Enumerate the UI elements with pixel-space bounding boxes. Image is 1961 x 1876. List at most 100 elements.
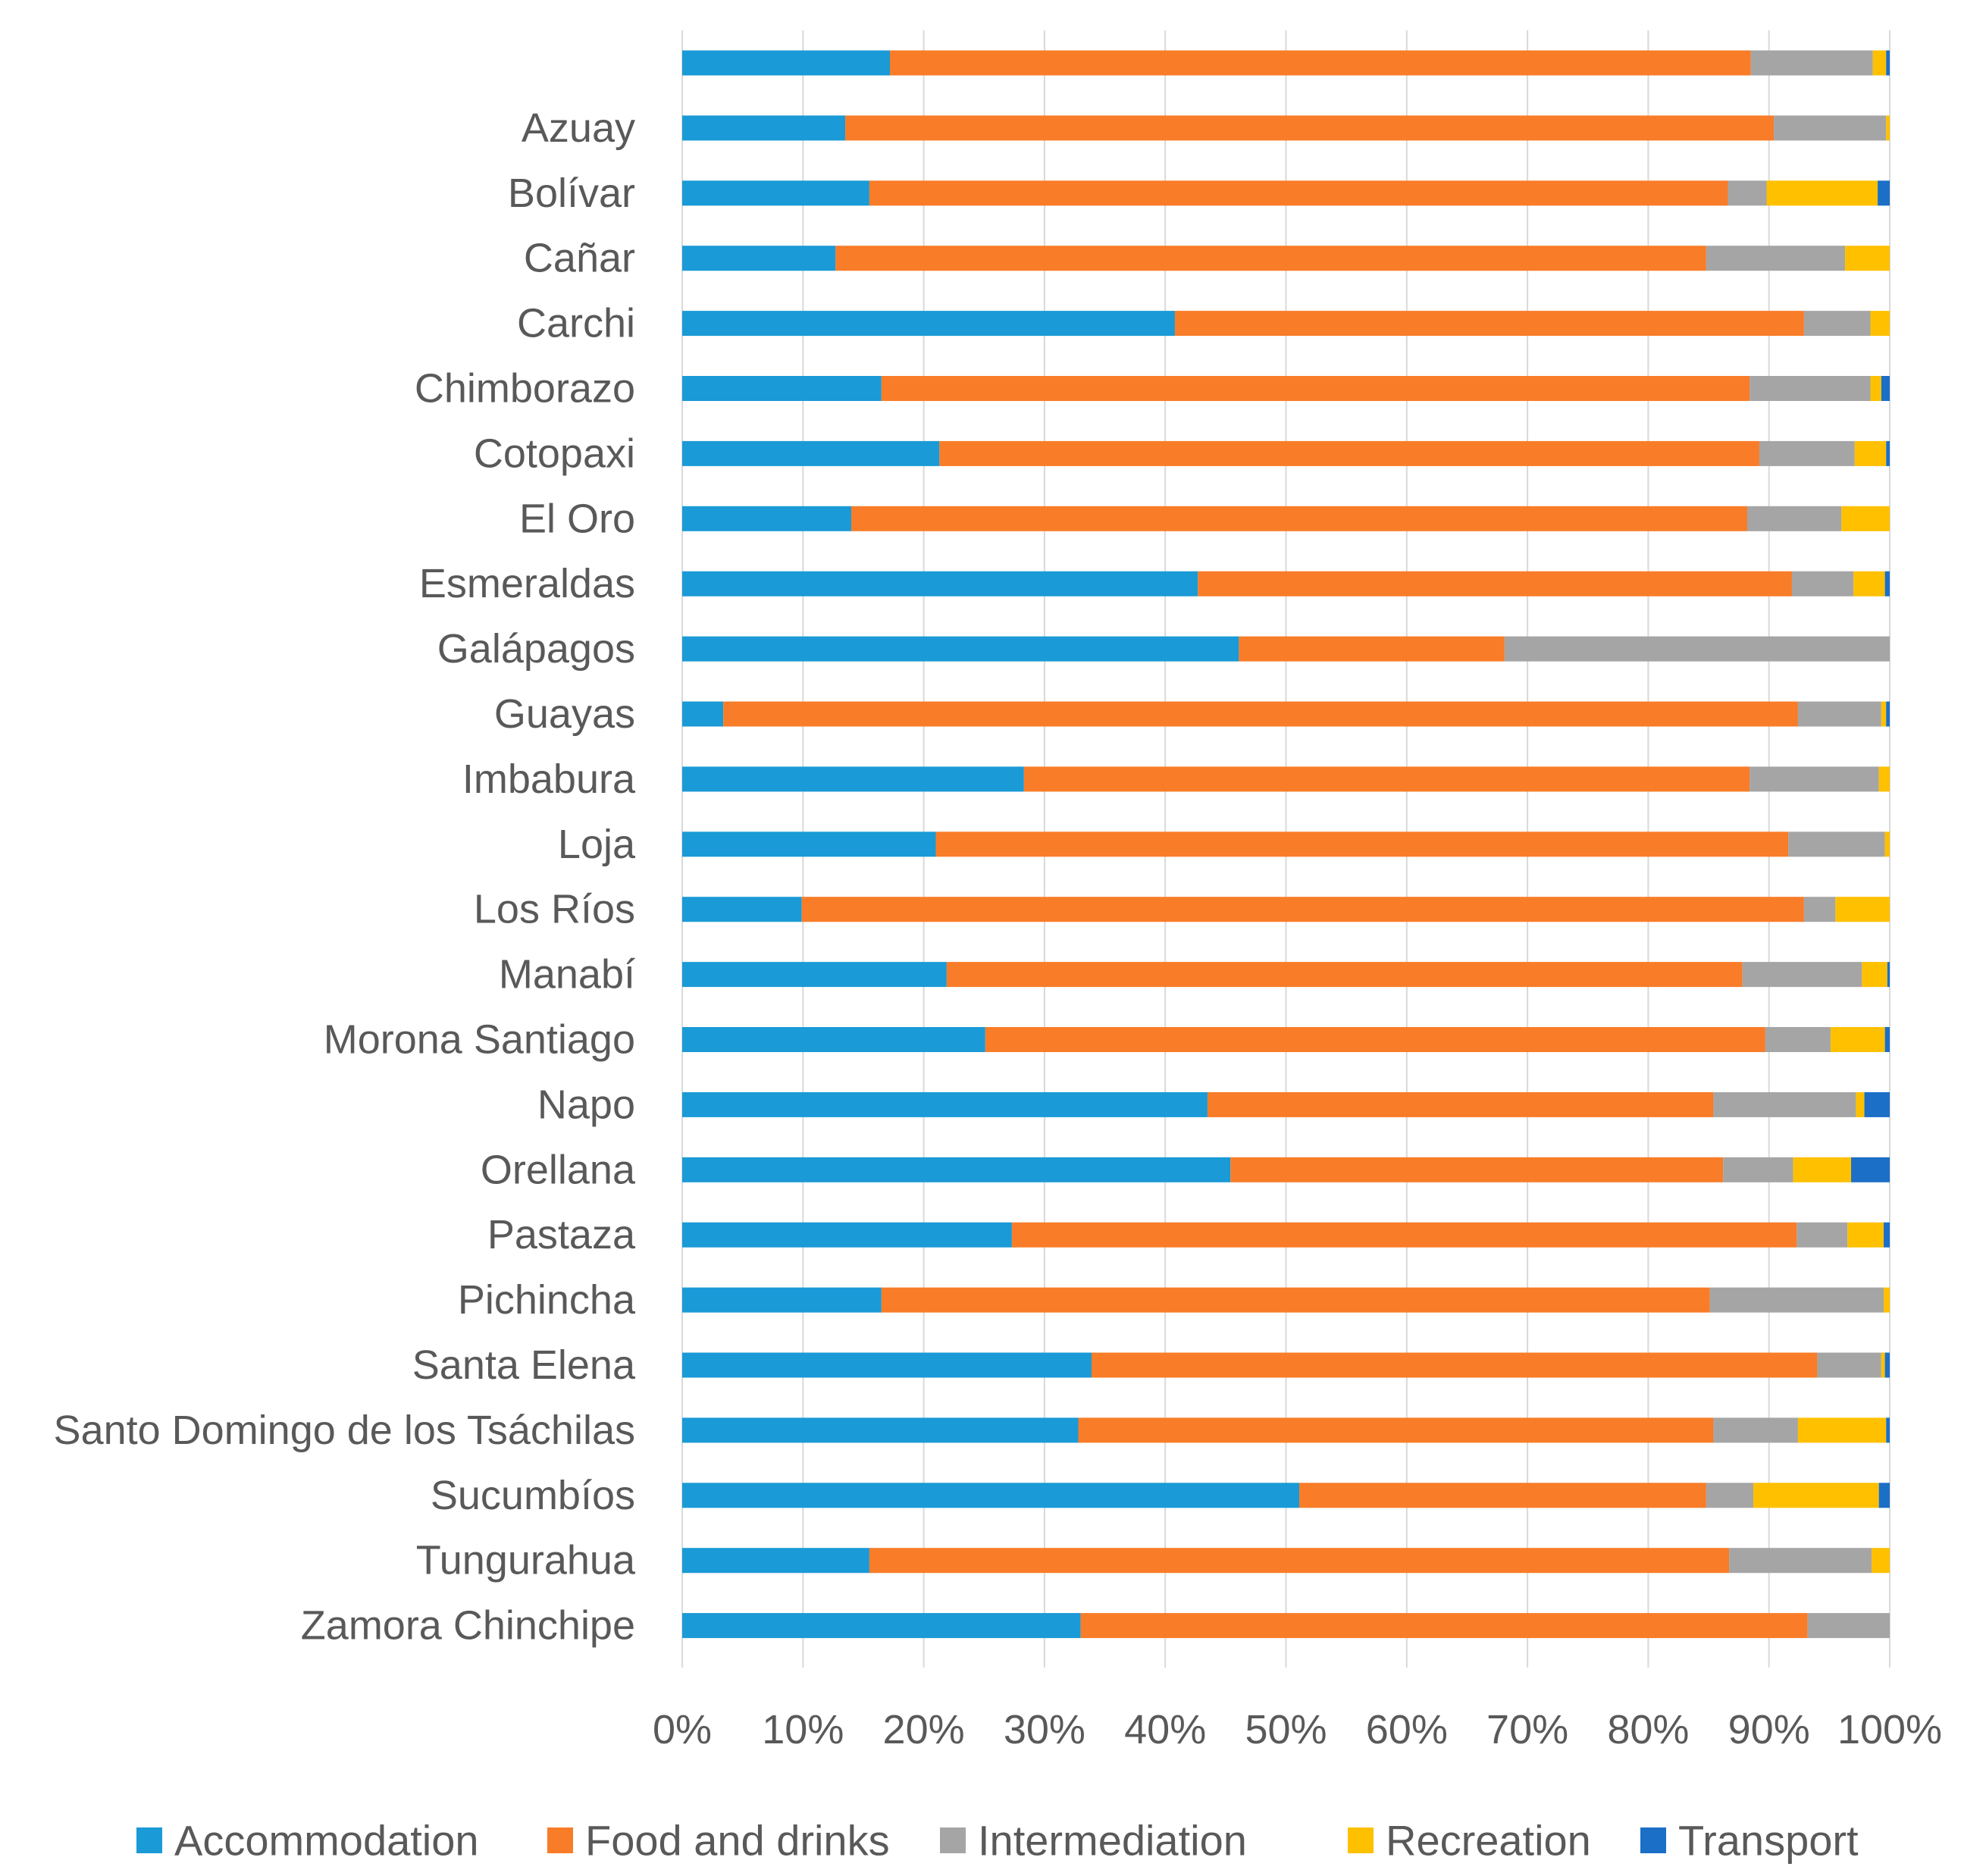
bar-azuay-intermediation [1774,115,1887,141]
bar-guayas-recreation [1881,701,1887,727]
bar-blank-accommodation [682,50,890,76]
bar-orellana-transport [1851,1157,1890,1182]
bar-guayas-food-and-drinks [723,701,1798,727]
bar-manabi-intermediation [1742,962,1862,988]
bar-el-oro-recreation [1841,506,1890,531]
bar-manabi-food-and-drinks [946,962,1743,988]
bar-pastaza-accommodation [682,1222,1012,1248]
category-label-pichincha: Pichincha [458,1277,636,1323]
bar-pastaza-transport [1884,1222,1890,1248]
category-label-pastaza: Pastaza [487,1212,636,1257]
bar-sucumbios-intermediation [1706,1483,1753,1508]
bar-orellana-recreation [1793,1157,1852,1182]
legend-swatch-accommodation [136,1827,162,1853]
bar-esmeraldas-recreation [1853,571,1885,597]
bar-bolivar-food-and-drinks [869,180,1728,206]
bar-el-oro-food-and-drinks [851,506,1748,531]
bar-loja-recreation [1884,832,1890,857]
bar-sucumbios-accommodation [682,1483,1300,1508]
bar-pastaza-food-and-drinks [1011,1222,1797,1248]
bar-esmeraldas-accommodation [682,571,1198,597]
bar-canar-food-and-drinks [835,246,1706,271]
bar-imbabura-recreation [1878,766,1890,792]
bar-santa-elena-food-and-drinks [1092,1352,1818,1378]
category-label-guayas: Guayas [494,691,635,737]
bar-chimborazo-recreation [1870,376,1881,401]
bar-el-oro-accommodation [682,506,852,531]
bar-morona-santiago-recreation [1830,1027,1885,1052]
bar-santo-domingo-de-los-tsachilas-accommodation [682,1417,1079,1443]
bar-napo-transport [1864,1091,1890,1117]
bar-pastaza-recreation [1847,1222,1884,1248]
bar-zamora-chinchipe-food-and-drinks [1080,1613,1808,1639]
x-tick-label-2: 20% [883,1707,965,1752]
bar-morona-santiago-intermediation [1765,1027,1831,1052]
x-tick-label-10: 100% [1837,1707,1942,1752]
bar-blank-intermediation [1750,50,1873,76]
x-tick-label-8: 80% [1607,1707,1689,1752]
bar-zamora-chinchipe-accommodation [682,1613,1081,1639]
bar-morona-santiago-accommodation [682,1027,985,1052]
bar-tungurahua-recreation [1872,1548,1890,1574]
bar-azuay-recreation [1886,115,1890,141]
bar-carchi-intermediation [1803,311,1871,337]
bar-cotopaxi-food-and-drinks [939,440,1759,466]
bar-cotopaxi-transport [1886,440,1890,466]
bar-orellana-accommodation [682,1157,1231,1182]
bar-santo-domingo-de-los-tsachilas-food-and-drinks [1078,1417,1714,1443]
category-label-napo: Napo [537,1082,635,1127]
bar-cotopaxi-recreation [1854,440,1887,466]
category-label-loja: Loja [558,822,636,867]
category-label-manabi: Manabí [499,952,635,998]
bars [682,50,1890,1639]
x-tick-label-0: 0% [653,1707,712,1752]
x-tick-label-4: 40% [1124,1707,1206,1752]
bar-napo-accommodation [682,1091,1208,1117]
x-axis-ticks: 0% 10% 20% 30% 40% 50% 60% 70% 80% 90% 100% [653,1707,1942,1752]
x-tick-label-1: 10% [762,1707,844,1752]
category-label-canar: Cañar [524,236,635,281]
bar-canar-recreation [1845,246,1890,271]
bar-santo-domingo-de-los-tsachilas-recreation [1797,1417,1887,1443]
bar-carchi-food-and-drinks [1174,311,1804,337]
bar-chimborazo-food-and-drinks [881,376,1750,401]
bar-loja-food-and-drinks [935,832,1789,857]
bar-tungurahua-food-and-drinks [869,1548,1730,1574]
legend-label-food-and-drinks: Food and drinks [585,1817,890,1865]
category-label-santa-elena: Santa Elena [412,1342,636,1388]
bar-chimborazo-intermediation [1750,376,1871,401]
bar-esmeraldas-intermediation [1791,571,1854,597]
bar-los-rios-food-and-drinks [801,897,1804,922]
bar-sucumbios-recreation [1753,1483,1879,1508]
category-label-tungurahua: Tungurahua [416,1538,636,1583]
bar-santo-domingo-de-los-tsachilas-transport [1886,1417,1890,1443]
bar-santa-elena-accommodation [682,1352,1092,1378]
x-tick-label-9: 90% [1728,1707,1810,1752]
bar-napo-recreation [1856,1091,1865,1117]
category-labels: Azuay Bolívar Cañar Carchi Chimborazo Cotopax… [54,105,636,1649]
bar-pastaza-intermediation [1797,1222,1848,1248]
bar-zamora-chinchipe-intermediation [1807,1613,1890,1639]
legend-swatch-transport [1640,1827,1666,1853]
bar-imbabura-intermediation [1750,766,1879,792]
bar-santo-domingo-de-los-tsachilas-intermediation [1713,1417,1798,1443]
bar-guayas-accommodation [682,701,724,727]
category-label-azuay: Azuay [522,105,635,151]
bar-galapagos-intermediation [1504,636,1890,662]
category-label-sucumbios: Sucumbíos [431,1473,635,1518]
x-tick-label-5: 50% [1245,1707,1327,1752]
bar-blank-food-and-drinks [889,50,1751,76]
bar-napo-food-and-drinks [1207,1091,1714,1117]
bar-esmeraldas-food-and-drinks [1198,571,1792,597]
bar-carchi-recreation [1870,311,1890,337]
bar-guayas-transport [1886,701,1890,727]
bar-los-rios-recreation [1835,897,1890,922]
bar-chimborazo-accommodation [682,376,882,401]
bar-el-oro-intermediation [1747,506,1842,531]
bar-galapagos-accommodation [682,636,1239,662]
legend-label-intermediation: Intermediation [978,1817,1247,1865]
legend-swatch-food-and-drinks [547,1827,573,1853]
bar-pichincha-food-and-drinks [881,1287,1710,1313]
bar-los-rios-intermediation [1803,897,1836,922]
